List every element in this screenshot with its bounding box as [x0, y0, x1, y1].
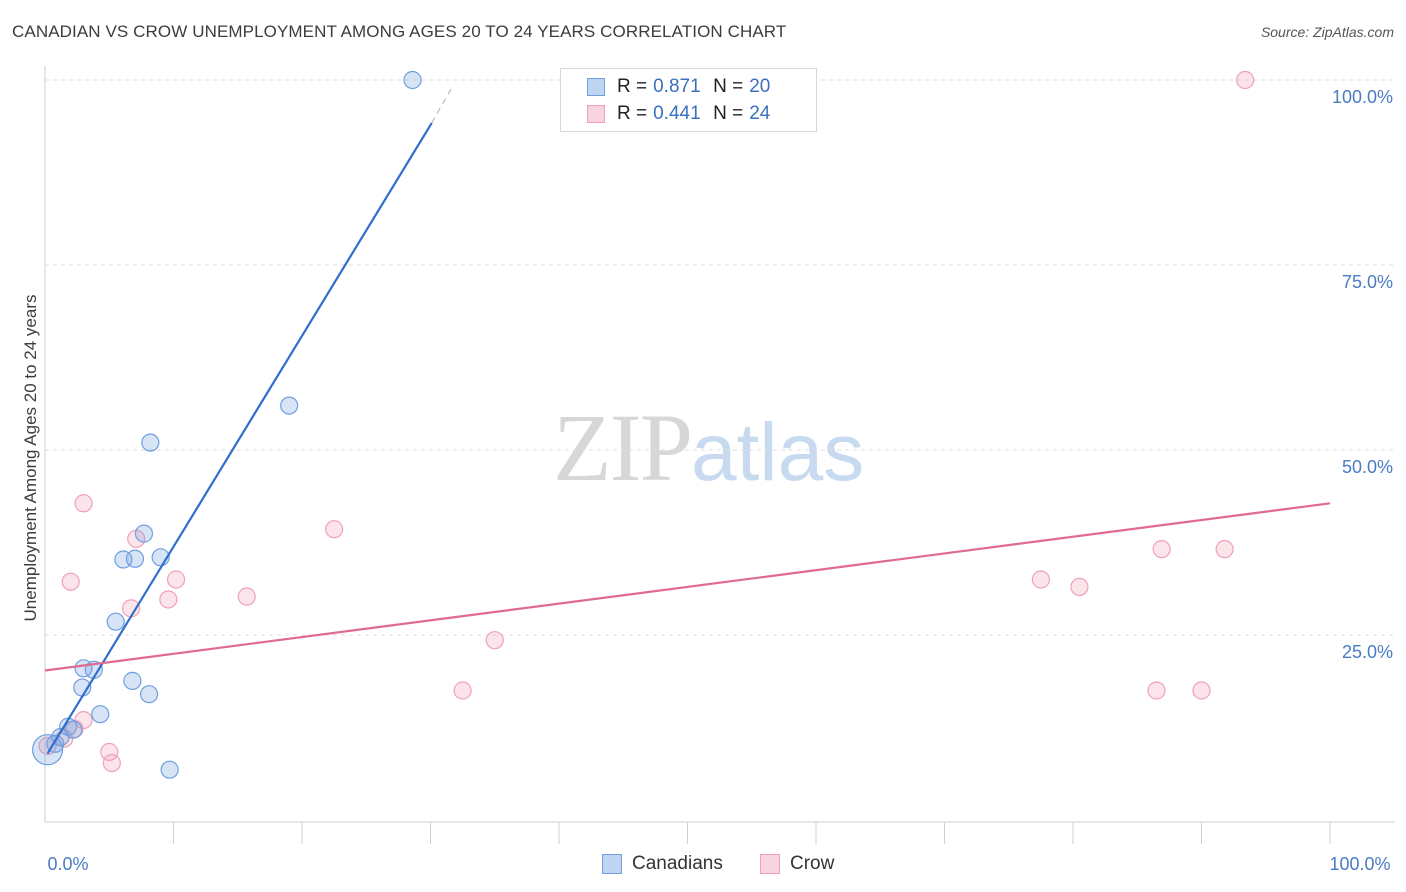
trend-layer — [44, 88, 1331, 754]
grid-layer — [45, 79, 1395, 636]
y-tick-label: 50.0% — [1342, 457, 1393, 477]
canadian-point — [106, 612, 125, 631]
y-tick-label: 25.0% — [1342, 642, 1393, 662]
crow-point — [453, 681, 472, 700]
x-tick-label: 100.0% — [1329, 854, 1390, 874]
watermark: ZIPatlas — [553, 400, 864, 496]
crow-point — [159, 590, 178, 609]
r-value: 0.871 — [653, 76, 701, 97]
chart-title: CANADIAN VS CROW UNEMPLOYMENT AMONG AGES… — [12, 22, 787, 41]
crow-swatch — [587, 105, 605, 123]
r-label: R = — [617, 103, 648, 124]
canadians-swatch — [587, 78, 605, 96]
stats-legend: R = 0.871 N = 20 R = 0.441 N = 24 — [560, 68, 817, 132]
crow-point — [74, 494, 93, 513]
canadians-legend-swatch — [602, 854, 622, 874]
canadian-point — [139, 685, 159, 704]
crow-trend-line — [44, 502, 1331, 672]
canadian-points — [31, 70, 422, 779]
legend-label-canadians: Canadians — [632, 853, 723, 874]
label-layer: 25.0% 50.0% 75.0% 100.0% 0.0% 100.0% Unemploym… — [21, 87, 1393, 874]
canadians-trend-extension — [431, 88, 452, 124]
canadian-point — [64, 720, 83, 739]
r-value: 0.441 — [653, 103, 701, 124]
watermark-atlas: atlas — [691, 407, 865, 498]
crow-point — [237, 587, 256, 606]
watermark-zip: ZIP — [553, 394, 693, 501]
canadian-point — [123, 671, 142, 690]
canadian-point — [91, 705, 110, 724]
stats-legend-row-crow: R = 0.441 N = 24 — [587, 102, 770, 126]
crow-point — [485, 631, 504, 650]
canadian-point — [280, 396, 299, 415]
n-value: 20 — [749, 76, 771, 97]
y-tick-label: 75.0% — [1342, 272, 1393, 292]
n-label: N = — [713, 76, 744, 97]
y-axis-title: Unemployment Among Ages 20 to 24 years — [21, 295, 40, 622]
axis-layer — [44, 66, 1395, 844]
r-label: R = — [617, 76, 648, 97]
x-tick-label: 0.0% — [47, 854, 88, 874]
crow-point — [102, 753, 121, 773]
crow-point — [1031, 570, 1050, 589]
stats-legend-row-canadians: R = 0.871 N = 20 — [587, 75, 770, 99]
canadians-trend-line — [46, 122, 433, 754]
crow-point — [1147, 681, 1166, 700]
crow-legend-swatch — [760, 854, 780, 874]
crow-point — [100, 742, 119, 762]
crow-point — [325, 520, 344, 539]
canadian-point — [160, 760, 179, 779]
crow-point — [1236, 70, 1255, 90]
legend-label-crow: Crow — [790, 853, 835, 874]
source-label: Source: ZipAtlas.com — [1260, 24, 1394, 40]
crow-point — [1192, 681, 1211, 700]
crow-point — [61, 572, 80, 591]
crow-point — [1215, 540, 1234, 559]
canadian-point — [134, 524, 154, 543]
crow-point — [166, 570, 186, 589]
n-label: N = — [713, 103, 744, 124]
canadian-point — [403, 70, 422, 90]
canadian-point — [125, 549, 145, 568]
crow-point — [1152, 540, 1171, 559]
n-value: 24 — [749, 103, 771, 124]
legend-item-canadians[interactable]: Canadians — [602, 852, 723, 876]
y-tick-label: 100.0% — [1332, 87, 1393, 107]
crow-point — [1070, 577, 1089, 597]
canadian-point — [141, 433, 160, 452]
crow-points — [38, 70, 1255, 773]
legend-item-crow[interactable]: Crow — [760, 852, 834, 876]
